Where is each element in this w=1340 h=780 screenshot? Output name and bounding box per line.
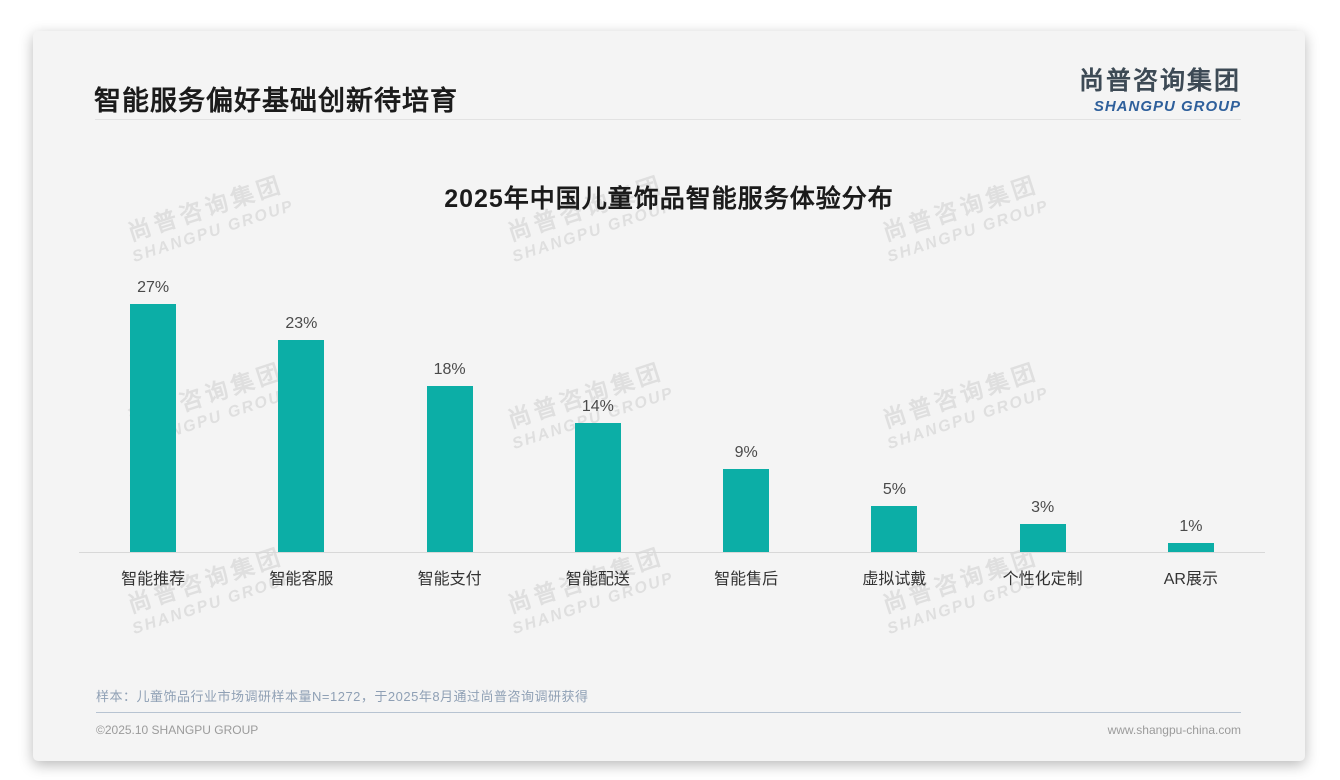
bar-slot: 9% bbox=[672, 444, 820, 552]
bar bbox=[1167, 542, 1214, 552]
bar bbox=[871, 506, 918, 552]
sample-note: 样本：儿童饰品行业市场调研样本量N=1272，于2025年8月通过尚普咨询调研获… bbox=[96, 689, 589, 704]
page-title: 智能服务偏好基础创新待培育 bbox=[94, 86, 458, 116]
footer-divider bbox=[96, 712, 1241, 713]
company-logo: 尚普咨询集团 SHANGPU GROUP bbox=[1079, 61, 1241, 115]
bar-slot: 18% bbox=[376, 361, 524, 552]
x-axis-label: 智能推荐 bbox=[121, 571, 186, 588]
x-axis-labels: 智能推荐 智能客服 智能支付 智能配送 智能售后 虚拟试戴 个性化定制 AR展示 bbox=[79, 565, 1265, 589]
bar-value-label: 18% bbox=[433, 361, 466, 379]
bar bbox=[1019, 524, 1066, 552]
bar-value-label: 1% bbox=[1179, 517, 1203, 535]
bar-slot: 14% bbox=[524, 398, 672, 552]
slide-card: 尚普咨询集团 SHANGPU GROUP 尚普咨询集团 SHANGPU GROUP 尚普… bbox=[33, 31, 1305, 761]
bar bbox=[426, 386, 473, 552]
watermark: 尚普咨询集团 SHANGPU GROUP bbox=[124, 170, 297, 266]
chart-title: 2025年中国儿童饰品智能服务体验分布 bbox=[444, 185, 894, 213]
x-axis-label: 个性化定制 bbox=[1002, 571, 1083, 588]
watermark: 尚普咨询集团 SHANGPU GROUP bbox=[504, 170, 677, 266]
watermark: 尚普咨询集团 SHANGPU GROUP bbox=[879, 170, 1052, 266]
bar-slot: 1% bbox=[1117, 518, 1265, 552]
bar-slot: 27% bbox=[79, 279, 227, 552]
bar-value-label: 27% bbox=[137, 278, 170, 296]
x-axis-label: 虚拟试戴 bbox=[862, 571, 927, 588]
bar-value-label: 14% bbox=[581, 398, 614, 416]
logo-english-text: SHANGPU GROUP bbox=[1093, 98, 1241, 115]
x-axis-label: 智能支付 bbox=[417, 571, 482, 588]
x-axis-label: 智能配送 bbox=[565, 571, 630, 588]
x-axis-label: AR展示 bbox=[1163, 571, 1218, 588]
footer-copyright: ©2025.10 SHANGPU GROUP bbox=[96, 723, 259, 737]
x-axis-label: 智能客服 bbox=[269, 571, 334, 588]
title-divider bbox=[95, 119, 1241, 120]
footer-website: www.shangpu-china.com bbox=[1107, 723, 1241, 737]
bar-slot: 23% bbox=[227, 315, 375, 552]
x-axis-label: 智能售后 bbox=[714, 571, 779, 588]
bar-chart-plot: 27% 23% 18% 14% 9% 5% 3% 1% bbox=[79, 267, 1265, 553]
bar-value-label: 9% bbox=[734, 444, 758, 462]
bar bbox=[278, 340, 325, 552]
bar bbox=[130, 303, 177, 552]
bar-value-label: 23% bbox=[285, 315, 318, 333]
bar-slot: 5% bbox=[820, 481, 968, 552]
bar-value-label: 3% bbox=[1031, 499, 1055, 517]
bar-value-label: 5% bbox=[882, 481, 906, 498]
logo-chinese-text: 尚普咨询集团 bbox=[1078, 67, 1241, 95]
bar-slot: 3% bbox=[969, 499, 1117, 552]
bar bbox=[723, 469, 770, 552]
bar bbox=[574, 423, 621, 552]
